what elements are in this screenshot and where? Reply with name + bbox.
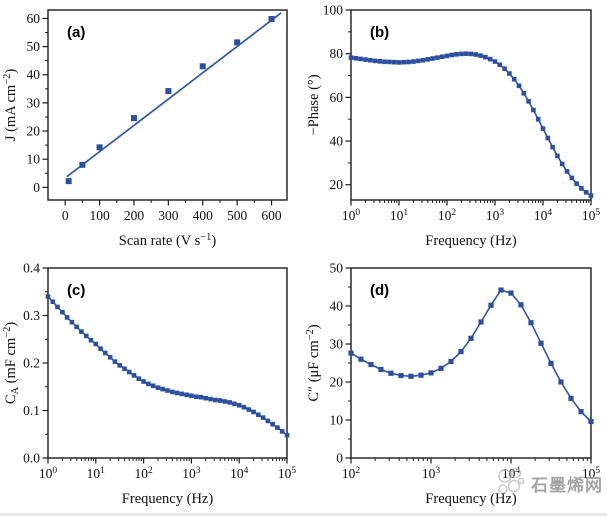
- svg-text:40: 40: [330, 299, 344, 314]
- figure-bottom-edge: [0, 513, 607, 516]
- panel-b: 100 101 102 103 104 105 20 40 60 80 100 (b) Frequenc…: [303, 0, 607, 258]
- svg-text:30: 30: [330, 337, 344, 352]
- svg-text:0.3: 0.3: [23, 308, 40, 323]
- svg-text:102: 102: [438, 208, 457, 223]
- svg-text:105: 105: [582, 208, 601, 223]
- svg-text:100: 100: [39, 466, 58, 481]
- svg-text:20: 20: [330, 375, 344, 390]
- svg-text:(c): (c): [67, 282, 85, 299]
- svg-text:100: 100: [89, 208, 110, 223]
- svg-text:(d): (d): [370, 282, 389, 299]
- panel-d-chart: 102 103 104 105 0 10 20 30 40 50 (d) Frequency (Hz)…: [305, 261, 601, 508]
- panel-c-chart: 100 101 102 103 104 105 0.0 0.1 0.2 0.3 0.4 (c) Freq…: [2, 261, 297, 508]
- svg-text:300: 300: [158, 208, 179, 223]
- panel-a-chart: 0 100 200 300 400 500 600 0 10 20 30 40 50 60 (a) Scan …: [2, 9, 288, 249]
- svg-text:50: 50: [27, 39, 41, 54]
- svg-text:200: 200: [124, 208, 145, 223]
- svg-text:103: 103: [182, 466, 201, 481]
- panel-a: 0 100 200 300 400 500 600 0 10 20 30 40 50 60 (a) Scan …: [0, 0, 303, 258]
- svg-text:(b): (b): [370, 24, 389, 41]
- svg-text:101: 101: [390, 208, 409, 223]
- svg-text:101: 101: [87, 466, 106, 481]
- svg-text:40: 40: [330, 134, 344, 149]
- svg-text:60: 60: [330, 90, 344, 105]
- svg-text:Frequency (Hz): Frequency (Hz): [122, 491, 214, 507]
- svg-text:103: 103: [486, 208, 505, 223]
- svg-text:500: 500: [227, 208, 248, 223]
- svg-text:−Phase (°): −Phase (°): [306, 74, 322, 135]
- svg-text:40: 40: [27, 67, 41, 82]
- svg-text:Scan rate (V s−1): Scan rate (V s−1): [119, 232, 217, 249]
- svg-text:0: 0: [33, 180, 40, 195]
- svg-text:20: 20: [27, 124, 41, 139]
- svg-text:104: 104: [534, 208, 553, 223]
- svg-text:80: 80: [330, 46, 344, 61]
- svg-text:J (mA cm−2): J (mA cm−2): [2, 69, 19, 142]
- svg-text:400: 400: [193, 208, 214, 223]
- svg-text:Frequency (Hz): Frequency (Hz): [425, 491, 517, 507]
- svg-text:105: 105: [278, 466, 297, 481]
- svg-text:0.1: 0.1: [23, 403, 40, 418]
- svg-text:0.4: 0.4: [23, 261, 40, 276]
- svg-text:104: 104: [502, 466, 521, 481]
- svg-text:CA (mF cm−2): CA (mF cm−2): [2, 322, 21, 404]
- panel-d: 102 103 104 105 0 10 20 30 40 50 (d) Frequency (Hz)…: [303, 258, 607, 516]
- svg-text:600: 600: [261, 208, 282, 223]
- svg-text:10: 10: [27, 152, 41, 167]
- svg-text:0.2: 0.2: [23, 356, 40, 371]
- svg-text:30: 30: [27, 95, 41, 110]
- svg-text:10: 10: [330, 413, 344, 428]
- svg-text:0.0: 0.0: [23, 451, 40, 466]
- svg-text:Frequency (Hz): Frequency (Hz): [425, 233, 517, 249]
- svg-text:(a): (a): [67, 24, 85, 41]
- svg-text:102: 102: [134, 466, 153, 481]
- svg-text:50: 50: [330, 261, 344, 276]
- svg-text:100: 100: [323, 3, 344, 18]
- svg-text:104: 104: [230, 466, 249, 481]
- svg-text:20: 20: [330, 177, 344, 192]
- svg-text:102: 102: [342, 466, 361, 481]
- panel-b-chart: 100 101 102 103 104 105 20 40 60 80 100 (b) Frequenc…: [306, 3, 601, 250]
- panel-c: 100 101 102 103 104 105 0.0 0.1 0.2 0.3 0.4 (c) Freq…: [0, 258, 303, 516]
- svg-text:103: 103: [422, 466, 441, 481]
- svg-text:100: 100: [342, 208, 361, 223]
- svg-text:0: 0: [336, 451, 343, 466]
- svg-text:105: 105: [582, 466, 601, 481]
- svg-text:60: 60: [27, 11, 41, 26]
- svg-text:0: 0: [62, 208, 69, 223]
- svg-text:C″ (μF cm−2): C″ (μF cm−2): [305, 324, 322, 401]
